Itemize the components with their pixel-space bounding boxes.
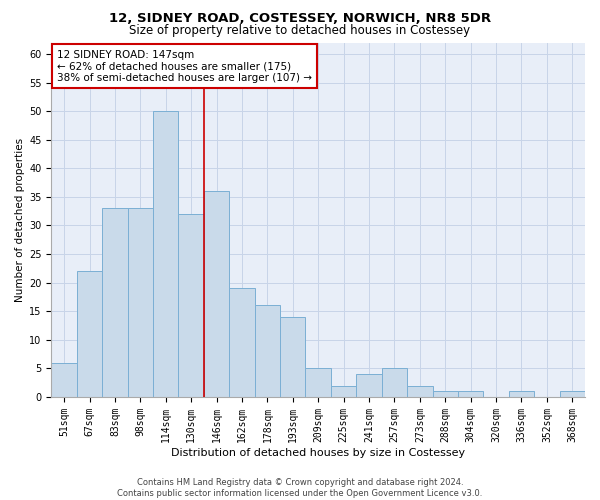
- Text: 12 SIDNEY ROAD: 147sqm
← 62% of detached houses are smaller (175)
38% of semi-de: 12 SIDNEY ROAD: 147sqm ← 62% of detached…: [57, 50, 312, 83]
- Bar: [280, 317, 305, 397]
- X-axis label: Distribution of detached houses by size in Costessey: Distribution of detached houses by size …: [171, 448, 465, 458]
- Bar: [560, 392, 585, 397]
- Y-axis label: Number of detached properties: Number of detached properties: [15, 138, 25, 302]
- Bar: [102, 208, 128, 397]
- Bar: [204, 191, 229, 397]
- Bar: [229, 288, 254, 397]
- Bar: [77, 271, 102, 397]
- Bar: [356, 374, 382, 397]
- Bar: [433, 392, 458, 397]
- Bar: [178, 214, 204, 397]
- Text: 12, SIDNEY ROAD, COSTESSEY, NORWICH, NR8 5DR: 12, SIDNEY ROAD, COSTESSEY, NORWICH, NR8…: [109, 12, 491, 26]
- Bar: [331, 386, 356, 397]
- Text: Contains HM Land Registry data © Crown copyright and database right 2024.
Contai: Contains HM Land Registry data © Crown c…: [118, 478, 482, 498]
- Bar: [52, 362, 77, 397]
- Bar: [509, 392, 534, 397]
- Bar: [153, 111, 178, 397]
- Text: Size of property relative to detached houses in Costessey: Size of property relative to detached ho…: [130, 24, 470, 37]
- Bar: [382, 368, 407, 397]
- Bar: [407, 386, 433, 397]
- Bar: [305, 368, 331, 397]
- Bar: [458, 392, 484, 397]
- Bar: [128, 208, 153, 397]
- Bar: [254, 306, 280, 397]
